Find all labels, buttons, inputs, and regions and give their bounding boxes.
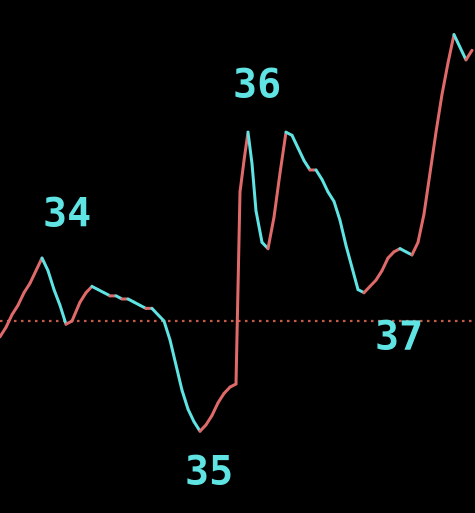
line-segment <box>204 413 214 427</box>
line-segment <box>344 243 354 270</box>
line-segment <box>0 325 8 339</box>
line-segment <box>278 130 288 175</box>
wave-label-36: 36 <box>233 62 281 108</box>
line-segment <box>410 240 420 257</box>
line-segment <box>320 177 330 194</box>
line-segment <box>34 256 44 273</box>
line-segment <box>446 33 456 65</box>
line-segment <box>338 218 348 247</box>
line-segment <box>22 281 32 295</box>
line-segment <box>374 269 384 282</box>
line-segment <box>28 269 38 285</box>
line-segment <box>350 266 360 292</box>
line-segment <box>168 338 178 367</box>
line-segment <box>452 33 462 49</box>
line-segment <box>332 199 342 222</box>
line-segment <box>186 407 196 424</box>
price-line <box>0 33 474 433</box>
line-segment <box>192 420 202 433</box>
line-segment <box>162 319 172 342</box>
line-segment <box>326 190 336 203</box>
line-segment <box>422 171 432 216</box>
line-segment <box>246 130 254 166</box>
wave-label-35: 35 <box>185 449 233 495</box>
line-segment <box>290 133 300 150</box>
line-segment <box>458 45 468 62</box>
line-segment <box>428 130 438 175</box>
line-segment <box>180 388 190 411</box>
line-segment <box>46 269 56 292</box>
line-segment <box>210 401 220 417</box>
line-segment <box>250 162 258 213</box>
line-segment <box>58 303 68 326</box>
line-segment <box>4 313 14 329</box>
line-segment <box>302 159 312 172</box>
line-segment <box>174 363 184 392</box>
line-segment <box>272 171 282 219</box>
line-segment <box>40 256 50 273</box>
line-segment <box>314 168 324 181</box>
line-segment <box>434 92 444 134</box>
line-segment <box>254 209 264 244</box>
line-segment <box>16 291 26 307</box>
line-segment <box>266 215 276 251</box>
wave-label-34: 34 <box>43 191 91 237</box>
line-segment <box>440 61 450 96</box>
line-segment <box>234 190 242 386</box>
line-segment <box>416 212 426 244</box>
line-segment <box>70 300 82 323</box>
line-segment <box>216 391 226 405</box>
line-segment <box>296 146 306 163</box>
wave-label-37: 37 <box>375 313 423 359</box>
line-segment <box>238 159 246 194</box>
line-segment <box>52 288 62 307</box>
line-segment <box>380 256 390 273</box>
line-segment <box>10 303 20 317</box>
wave-labels: 34 35 36 37 <box>43 62 423 495</box>
line-segment <box>78 291 88 304</box>
line-segment <box>464 48 474 62</box>
